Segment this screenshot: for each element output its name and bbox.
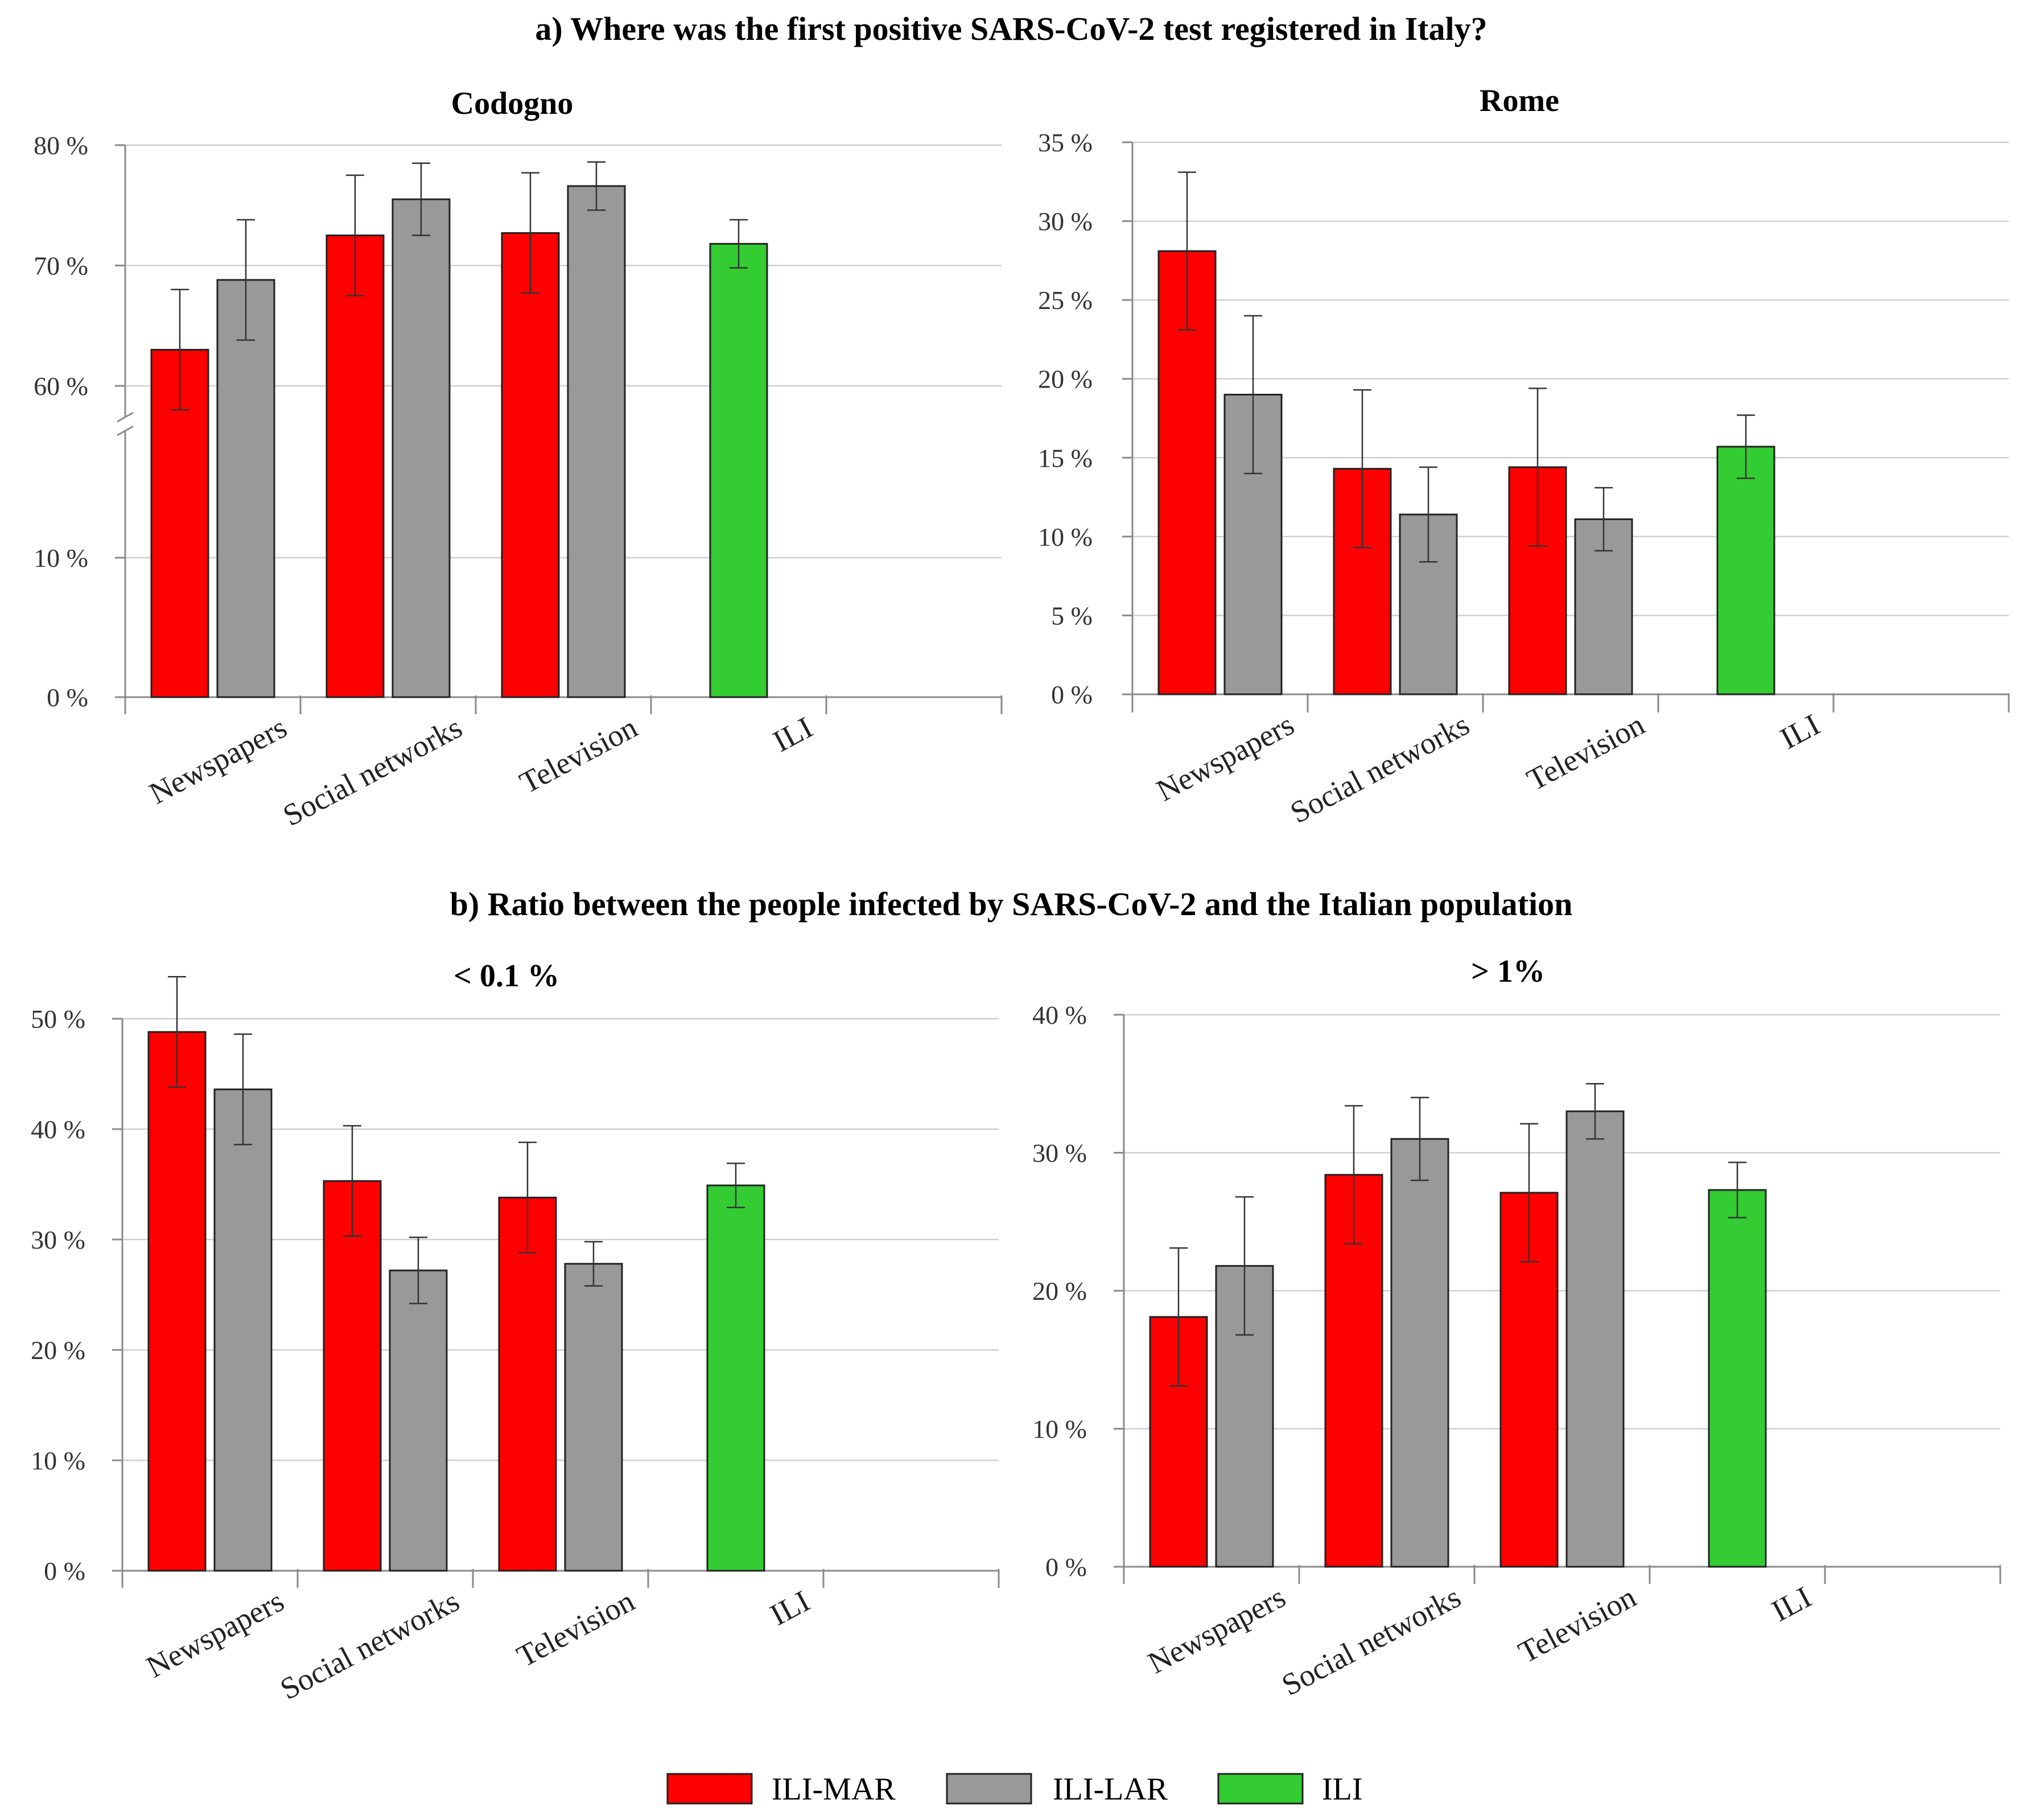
axis-break-mark [117,425,134,437]
y-tick-label: 0 % [1045,1553,1087,1582]
panel-title: > 1% [1471,954,1545,989]
category-label-television: Television [1522,707,1650,797]
category-label-ili: ILI [768,710,818,759]
y-tick-label: 20 % [31,1336,85,1365]
chart-panel-lt-0-1-percent: < 0.1 % 0 % 10 % 20 % 30 % 40 % 50 % Newspapers… [31,958,1000,1707]
category-label-ili: ILI [765,1584,815,1632]
bar-ili-lar-social-networks [1390,1138,1449,1568]
panel-title: < 0.1 % [454,958,559,994]
y-tick-label: 70 % [34,252,88,281]
y-tick-label: 80 % [34,131,88,160]
y-tick-label: 40 % [1032,1000,1087,1030]
category-label-newspapers: Newspapers [141,1584,289,1685]
y-tick-label: 35 % [1038,128,1093,157]
y-tick-label: 15 % [1038,443,1093,472]
y-tick-label: 10 % [1038,522,1093,551]
axis-break-mark [117,411,134,423]
y-tick-label: 20 % [1032,1277,1087,1306]
category-label-social-networks: Social networks [278,710,468,833]
category-label-social-networks: Social networks [1285,707,1475,830]
y-tick-label: 5 % [1051,601,1093,630]
y-tick-label: 25 % [1038,286,1093,315]
chart-panel-gt-1-percent: > 1% 0 % 10 % 20 % 30 % 40 % NewspapersSocial … [1032,954,2001,1703]
category-label-television: Television [514,710,643,800]
y-tick-label: 0 % [47,683,88,712]
legend-label-ili-mar: ILI-MAR [772,1772,896,1807]
y-tick-label: 30 % [31,1225,85,1254]
legend: ILI-MAR ILI-LAR ILI [666,1772,1363,1807]
bar-ili-lar-television [564,1263,623,1572]
bar-ili-mar-television [501,232,560,698]
category-label-ili: ILI [1766,1580,1817,1628]
panel-title: Codogno [451,86,574,121]
legend-label-ili-lar: ILI-LAR [1053,1772,1168,1807]
legend-label-ili: ILI [1322,1772,1363,1807]
chart-panel-codogno: Codogno 0 % 10 % 60 % 70 % 80 % NewspapersSoci… [34,86,1003,833]
section-b-title: b) Ratio between the people infected by … [450,886,1573,923]
panel-title: Rome [1480,83,1559,118]
bar-ili-ili [706,1184,765,1572]
bar-ili-ili [1708,1189,1767,1568]
bar-ili-ili [1716,446,1775,695]
category-label-newspapers: Newspapers [143,710,292,811]
category-label-ili: ILI [1775,707,1826,756]
legend-swatch-ili-lar [946,1773,1032,1805]
bar-ili-lar-newspapers [213,1088,273,1572]
bar-ili-lar-television [567,185,626,698]
bar-ili-lar-social-networks [389,1269,448,1572]
chart-panel-rome: Rome 0 % 5 % 10 % 15 % 20 % 25 % 30 % 35 % Newspa… [1038,83,2010,830]
category-label-newspapers: Newspapers [1151,707,1299,808]
category-label-social-networks: Social networks [275,1584,465,1707]
y-tick-label: 50 % [31,1004,85,1033]
bar-ili-lar-newspapers [216,279,275,698]
category-label-social-networks: Social networks [1276,1580,1466,1703]
section-a-title: a) Where was the first positive SARS-CoV… [535,10,1487,47]
y-tick-label: 10 % [34,543,88,573]
category-label-newspapers: Newspapers [1142,1580,1291,1681]
y-tick-label: 10 % [31,1446,85,1475]
bar-ili-mar-television [498,1196,557,1572]
y-tick-label: 30 % [1038,207,1093,236]
y-tick-label: 20 % [1038,365,1093,394]
bar-ili-mar-newspapers [150,349,209,698]
y-tick-label: 40 % [31,1115,85,1144]
category-label-television: Television [512,1584,640,1674]
bar-ili-mar-newspapers [147,1031,207,1572]
y-tick-label: 30 % [1032,1139,1087,1168]
legend-swatch-ili-mar [666,1773,753,1805]
y-tick-label: 10 % [1032,1415,1087,1444]
category-label-television: Television [1513,1580,1642,1670]
y-tick-label: 60 % [34,372,88,401]
bar-ili-mar-social-networks [326,234,385,698]
bar-ili-lar-social-networks [392,198,451,698]
bar-ili-mar-social-networks [323,1180,382,1572]
bar-ili-ili [709,242,768,698]
y-tick-label: 0 % [44,1557,85,1586]
y-tick-label: 0 % [1051,680,1093,709]
legend-swatch-ili [1217,1773,1304,1805]
bar-ili-lar-television [1565,1110,1625,1568]
